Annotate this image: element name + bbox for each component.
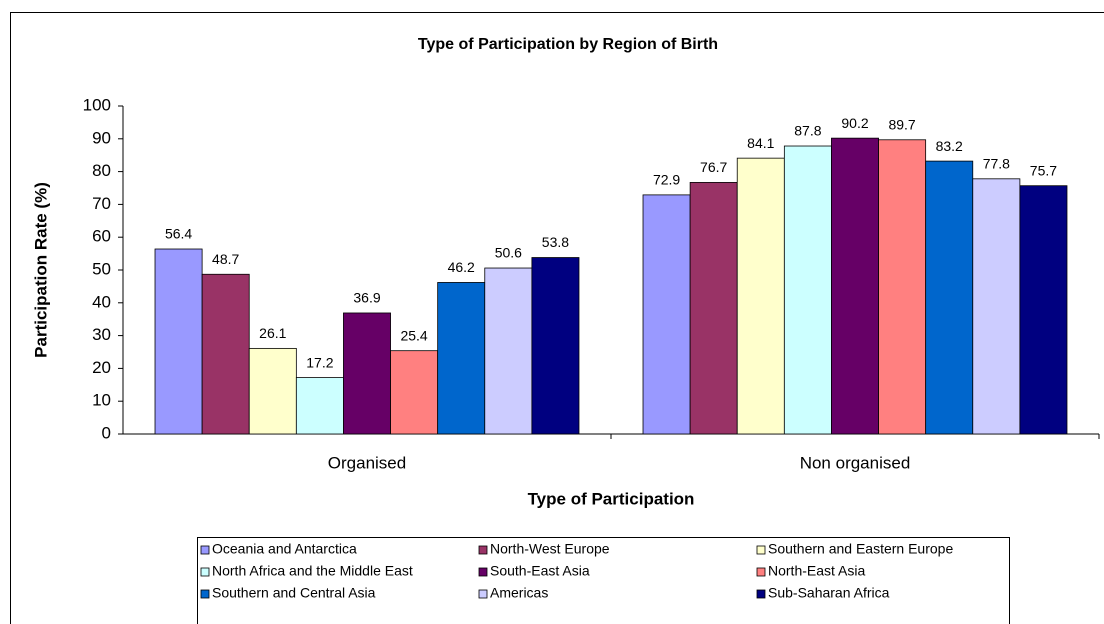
legend-label: North-East Asia <box>768 563 865 579</box>
bar <box>295 377 344 435</box>
y-tick-label: 100 <box>83 95 111 114</box>
y-tick-label: 80 <box>92 161 111 180</box>
data-label: 53.8 <box>542 234 569 250</box>
legend-label: Southern and Central Asia <box>212 585 376 601</box>
legend-swatch <box>478 589 488 599</box>
bar <box>878 139 927 435</box>
bar <box>1019 185 1068 435</box>
bar <box>154 248 203 435</box>
x-tick-label: Non organised <box>800 453 911 472</box>
legend <box>197 537 1010 624</box>
bar <box>343 312 391 435</box>
data-label: 90.2 <box>841 115 868 131</box>
data-label: 72.9 <box>653 172 680 188</box>
bar <box>783 145 832 435</box>
data-label: 75.7 <box>1030 162 1057 178</box>
legend-label: Southern and Eastern Europe <box>768 541 953 557</box>
chart-title: Type of Participation by Region of Birth <box>418 36 718 53</box>
bar <box>972 178 1021 435</box>
bar <box>437 282 486 435</box>
bar <box>736 157 785 435</box>
legend-label: South-East Asia <box>490 563 590 579</box>
legend-swatch <box>756 545 766 555</box>
bar <box>484 267 533 435</box>
legend-swatch <box>200 545 210 555</box>
bar <box>201 273 250 435</box>
legend-swatch <box>756 589 766 599</box>
data-label: 77.8 <box>983 156 1010 172</box>
bar <box>531 257 580 435</box>
bar <box>248 347 297 435</box>
y-tick-label: 40 <box>92 292 111 311</box>
legend-swatch <box>478 567 488 577</box>
y-tick-label: 60 <box>92 227 111 246</box>
legend-swatch <box>478 545 488 555</box>
legend-swatch <box>200 589 210 599</box>
legend-label: Sub-Saharan Africa <box>768 585 890 601</box>
legend-label: Americas <box>490 585 548 601</box>
data-label: 17.2 <box>306 354 333 370</box>
bar <box>642 194 691 435</box>
y-tick-label: 20 <box>92 358 111 377</box>
data-label: 36.9 <box>353 290 380 306</box>
x-axis-label: Type of Participation <box>528 489 695 508</box>
legend-label: North Africa and the Middle East <box>212 563 413 579</box>
data-label: 56.4 <box>165 226 192 242</box>
legend-swatch <box>200 567 210 577</box>
y-tick-label: 10 <box>92 391 111 410</box>
y-axis-label: Participation Rate (%) <box>31 182 50 358</box>
legend-label: Oceania and Antarctica <box>212 541 357 557</box>
y-tick-label: 70 <box>92 194 111 213</box>
data-label: 50.6 <box>495 245 522 261</box>
y-tick-label: 90 <box>92 128 111 147</box>
y-tick-label: 50 <box>92 259 111 278</box>
legend-swatch <box>756 567 766 577</box>
data-label: 83.2 <box>936 138 963 154</box>
x-tick-label: Organised <box>328 453 406 472</box>
bar <box>925 160 974 435</box>
y-tick-label: 30 <box>92 325 111 344</box>
legend-label: North-West Europe <box>490 541 610 557</box>
data-label: 84.1 <box>747 135 774 151</box>
bar <box>831 137 879 435</box>
y-tick-label: 0 <box>102 423 111 442</box>
data-label: 87.8 <box>794 123 821 139</box>
data-label: 89.7 <box>888 116 915 132</box>
bar <box>390 350 439 435</box>
data-label: 48.7 <box>212 251 239 267</box>
data-label: 26.1 <box>259 325 286 341</box>
data-label: 46.2 <box>448 259 475 275</box>
bar <box>689 182 738 435</box>
data-label: 25.4 <box>400 327 427 343</box>
data-label: 76.7 <box>700 159 727 175</box>
